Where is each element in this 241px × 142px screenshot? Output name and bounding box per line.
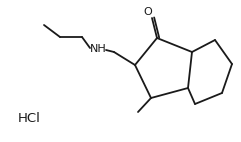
Text: NH: NH xyxy=(90,44,106,54)
Text: O: O xyxy=(144,7,152,17)
Text: HCl: HCl xyxy=(18,111,41,125)
